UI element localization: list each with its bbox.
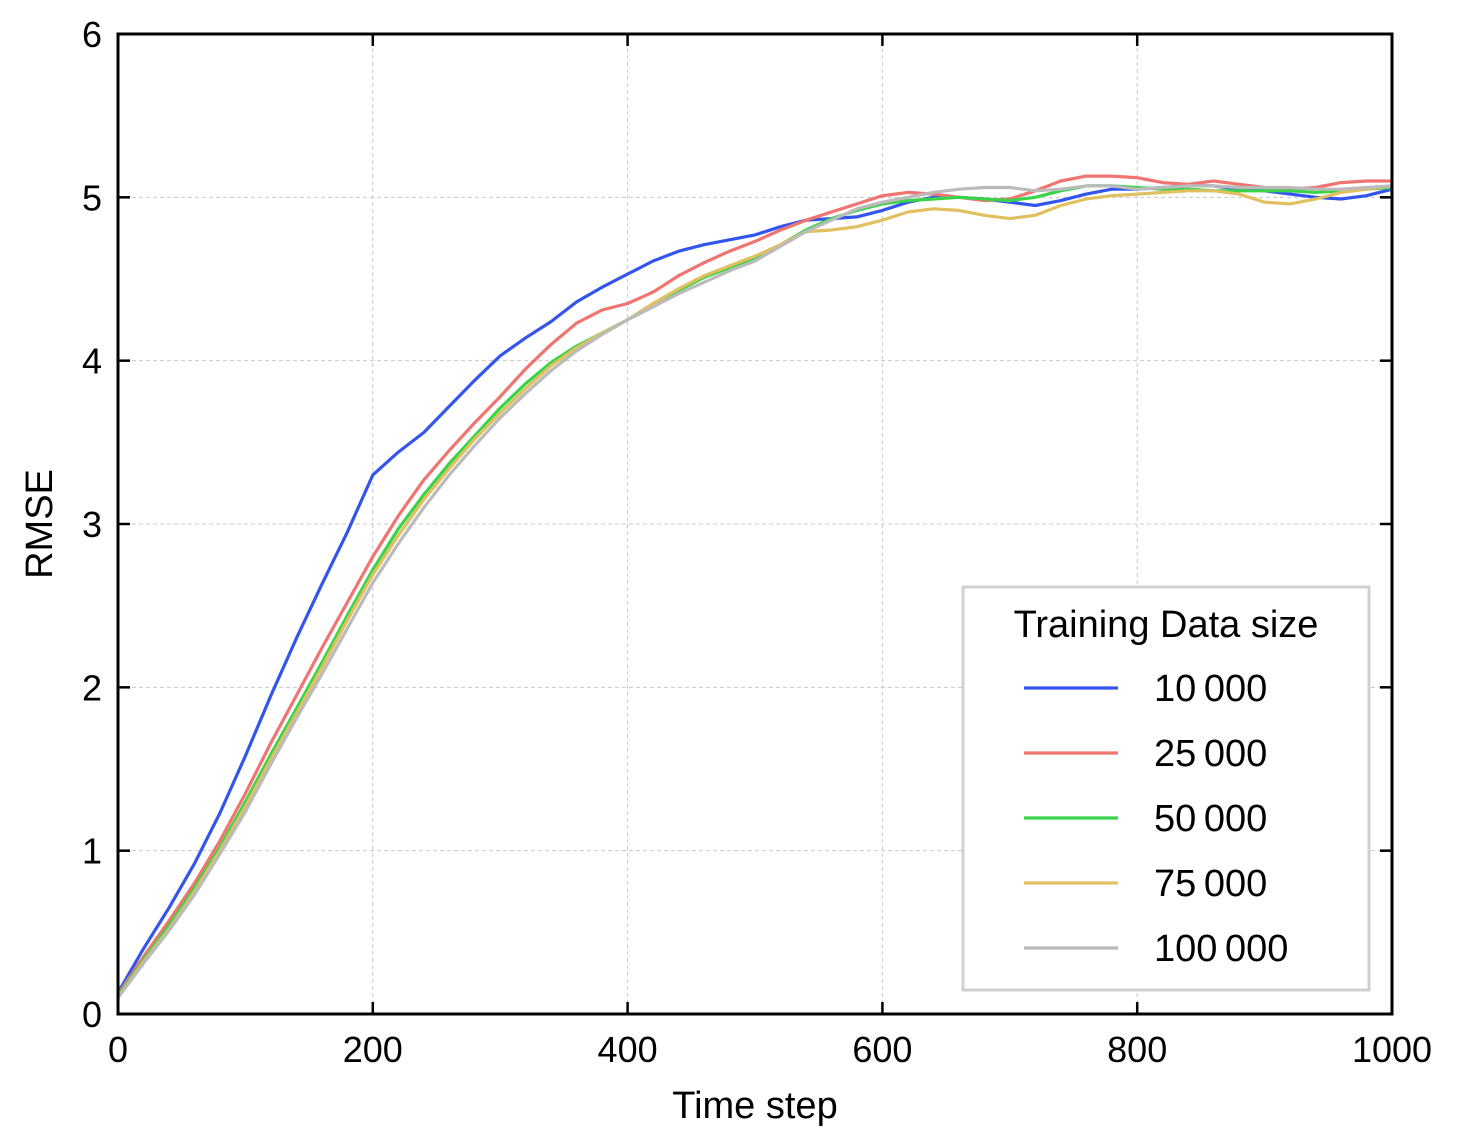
x-tick-label: 200 — [343, 1029, 403, 1070]
x-tick-label: 1000 — [1352, 1029, 1432, 1070]
x-tick-label: 0 — [108, 1029, 128, 1070]
legend-label-5: 100 000 — [1154, 928, 1288, 970]
y-tick-label: 2 — [82, 667, 102, 708]
y-tick-label: 4 — [82, 341, 102, 382]
axes: 0 200 400 600 800 1000 0 1 2 3 4 5 6 Time step RMSE — [19, 14, 1432, 1127]
x-tick-label: 600 — [852, 1029, 912, 1070]
x-tick-label: 400 — [598, 1029, 658, 1070]
legend-label-3: 50 000 — [1154, 798, 1267, 840]
legend-title: Training Data size — [1014, 604, 1319, 646]
legend-label-1: 10 000 — [1154, 668, 1267, 710]
legend-box — [961, 585, 1371, 992]
y-tick-label: 6 — [82, 14, 102, 55]
x-axis-title: Time step — [672, 1085, 837, 1127]
y-tick-label: 1 — [82, 831, 102, 872]
grid — [118, 34, 1392, 1014]
series-lines — [118, 174, 1392, 1000]
x-tick-label: 800 — [1107, 1029, 1167, 1070]
legend: Training Data size 10 000 25 000 50 000 75 0… — [961, 585, 1371, 992]
legend-label-4: 75 000 — [1154, 863, 1267, 905]
y-tick-label: 5 — [82, 177, 102, 218]
series-line-2 — [118, 174, 1392, 997]
y-tick-label: 0 — [82, 994, 102, 1035]
series-line-5 — [118, 184, 1392, 1000]
legend-label-2: 25 000 — [1154, 733, 1267, 775]
y-tick-label: 3 — [82, 504, 102, 545]
y-axis-title: RMSE — [19, 469, 61, 579]
series-line-4 — [118, 184, 1392, 1000]
